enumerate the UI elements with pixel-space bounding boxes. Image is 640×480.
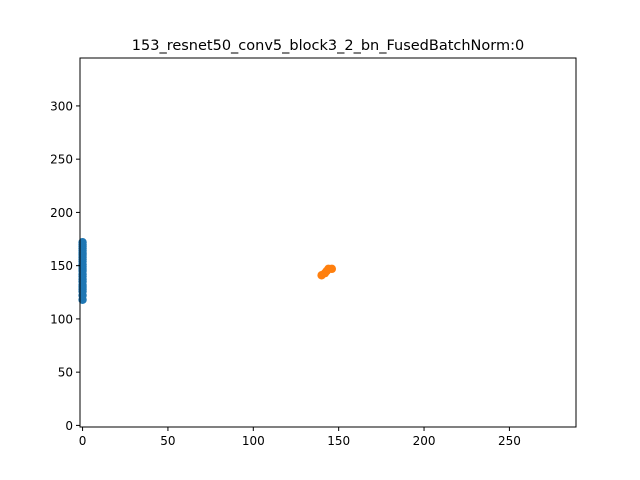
y-tick-label-250: 250	[50, 153, 73, 167]
x-tick-label-100: 100	[242, 434, 265, 448]
y-tick-label-50: 50	[58, 366, 73, 380]
x-tick-label-0: 0	[79, 434, 87, 448]
x-tick-label-150: 150	[327, 434, 350, 448]
ticks-layer: 0 50 100 150 200 250 0 50 100 150 200 250 300	[50, 99, 521, 448]
y-tick-label-100: 100	[50, 312, 73, 326]
y-tick-label-0: 0	[65, 419, 73, 433]
y-tick-label-300: 300	[50, 99, 73, 113]
y-tick-label-150: 150	[50, 259, 73, 273]
x-tick-label-200: 200	[413, 434, 436, 448]
x-tick-label-250: 250	[498, 434, 521, 448]
series-2-point-5	[327, 264, 337, 274]
y-tick-label-200: 200	[50, 206, 73, 220]
chart-title: 153_resnet50_conv5_block3_2_bn_FusedBatc…	[132, 38, 524, 54]
x-tick-label-50: 50	[160, 434, 175, 448]
plot-frame	[79, 57, 577, 428]
